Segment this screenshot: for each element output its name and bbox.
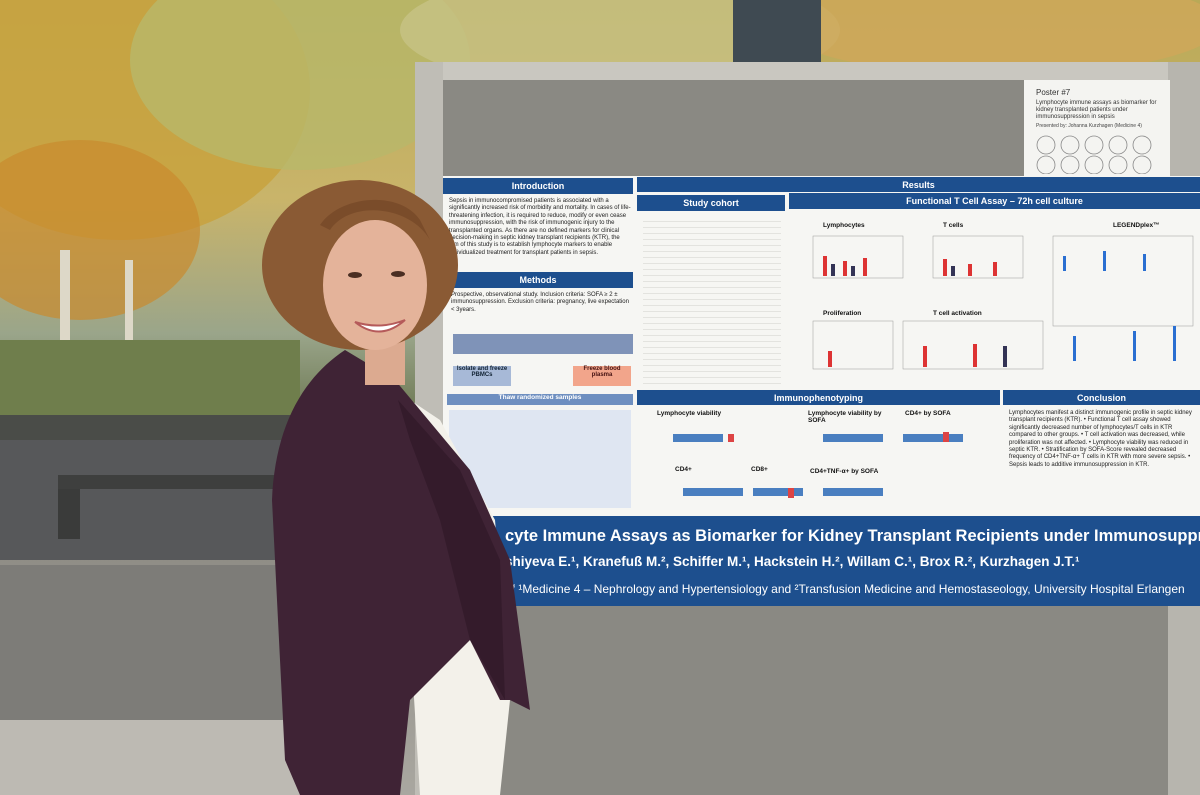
jacket	[272, 350, 530, 795]
section-header: Functional T Cell Assay – 72h cell cultu…	[789, 193, 1200, 209]
panel-title: Lymphocyte viability by SOFA	[808, 410, 882, 424]
panel-title: Proliferation	[823, 310, 862, 317]
card-number: Poster #7	[1036, 88, 1071, 97]
section-header: Study cohort	[637, 195, 785, 211]
poster-title: cyte Immune Assays as Biomarker for Kidn…	[505, 527, 1200, 545]
section-header: Immunophenotyping	[637, 390, 1000, 405]
chart-decoration	[673, 235, 1194, 498]
intro-text: Sepsis in immunocompromised patients is …	[449, 198, 631, 256]
smile	[354, 319, 406, 333]
conclusion-text: Lymphocytes manifest a distinct immunoge…	[1009, 410, 1192, 468]
poster: Introduction Sepsis in immunocompromised…	[443, 176, 1200, 606]
card-circles	[1036, 135, 1152, 174]
floor	[0, 720, 300, 795]
wall	[0, 415, 300, 440]
jacket-lapel	[398, 400, 505, 700]
board-frame	[415, 62, 1200, 80]
poster-authors: shiyeva E.¹, Kranefuß M.², Schiffer M.¹,…	[505, 554, 1080, 569]
timeline	[453, 334, 633, 354]
bench	[58, 475, 288, 489]
tree-foliage	[780, 0, 1200, 75]
methods-text: Prospective, observational study. Inclus…	[451, 292, 629, 313]
face	[323, 220, 427, 350]
cobblestones	[0, 565, 300, 720]
section-header: Conclusion	[1003, 390, 1200, 405]
card-presenter: Presented by: Johanna Kurzhagen (Medicin…	[1036, 123, 1142, 129]
poster-card: Poster #7 Lymphocyte immune assays as bi…	[1024, 80, 1170, 176]
panel-title: CD4+TNF-α+ by SOFA	[810, 468, 879, 475]
card-title: Lymphocyte immune assays as biomarker fo…	[1036, 100, 1157, 120]
gravel	[0, 440, 300, 560]
hair-fringe	[320, 199, 430, 240]
cohort-table	[643, 216, 781, 388]
title-band	[443, 516, 1200, 606]
eye	[348, 272, 362, 278]
panel-title: Lymphocytes	[823, 222, 865, 229]
panel-title: LEGENDplex™	[1113, 222, 1160, 229]
panel-title: Lymphocyte viability	[657, 410, 722, 417]
poster-charts	[673, 235, 1194, 498]
section-header: Introduction	[443, 178, 633, 194]
panel-title: CD4+	[675, 466, 692, 473]
tree-trunk	[125, 260, 133, 390]
section-header: Methods	[443, 272, 633, 288]
method-box: Freeze blood plasma	[573, 366, 631, 386]
bench-leg	[58, 489, 80, 539]
grass	[0, 340, 300, 420]
method-box: Isolate and freeze PBMCs	[453, 366, 511, 386]
panel-title: CD4+ by SOFA	[905, 410, 951, 417]
panel-title: T cell activation	[933, 310, 982, 317]
eye	[391, 271, 405, 277]
section-header: Results	[637, 177, 1200, 192]
poster-affiliation: of ¹Medicine 4 – Nephrology and Hyperten…	[505, 582, 1185, 596]
tree-foliage	[0, 140, 200, 320]
panel-title: CD8+	[751, 466, 768, 473]
thaw-header: Thaw randomized samples	[447, 394, 633, 405]
tree-foliage	[130, 0, 470, 170]
pillar	[733, 0, 821, 64]
panel-title: T cells	[943, 222, 964, 229]
